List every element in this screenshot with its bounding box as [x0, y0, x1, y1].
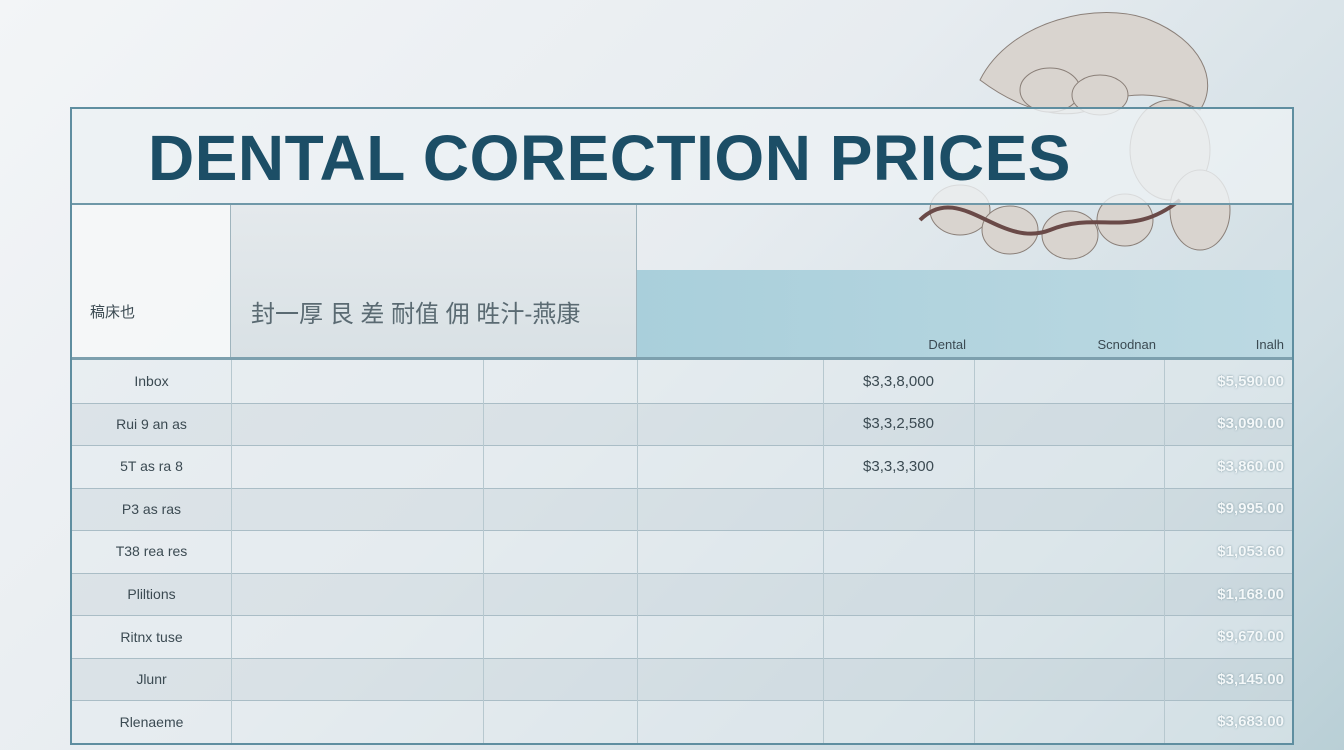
head-label-cell: 稿床也	[72, 205, 231, 357]
head-divider	[72, 357, 1292, 360]
column-line	[637, 360, 638, 743]
price-right: $3,683.00	[1217, 713, 1284, 731]
column-line	[483, 360, 484, 743]
price-right: $1,053.60	[1217, 542, 1284, 560]
price-right: $3,090.00	[1217, 415, 1284, 433]
table-row	[72, 700, 1292, 743]
price-mid: $3,3,2,580	[863, 415, 934, 433]
row-label: Jlunr	[136, 671, 167, 688]
price-right: $9,995.00	[1217, 500, 1284, 518]
column-line	[823, 360, 824, 743]
table-row	[72, 402, 1292, 446]
row-label: Ritnx tuse	[120, 628, 183, 645]
row-label: Pliltions	[127, 586, 176, 603]
column-line	[1164, 360, 1165, 743]
column-header: Inalh	[1255, 336, 1284, 352]
price-right: $3,860.00	[1217, 457, 1284, 475]
column-header: Scnodnan	[1097, 336, 1156, 352]
price-mid: $3,3,8,000	[863, 372, 934, 390]
table-row	[72, 657, 1292, 701]
price-table: DENTAL CORECTION PRICES 稿床也 封一厚 艮 差 耐值 佣 …	[70, 107, 1294, 745]
head-band	[637, 270, 1292, 357]
title: DENTAL CORECTION PRICES	[148, 122, 1071, 194]
price-right: $1,168.00	[1217, 585, 1284, 603]
row-label: Rui 9 an as	[116, 415, 187, 432]
row-label: Inbox	[134, 373, 169, 390]
table-row	[72, 530, 1292, 573]
price-right: $9,670.00	[1217, 628, 1284, 646]
table-row	[72, 445, 1292, 488]
price-right: $3,145.00	[1217, 670, 1284, 688]
row-label: Rlenaeme	[119, 713, 184, 730]
price-mid: $3,3,3,300	[863, 457, 934, 475]
row-label: P3 as ras	[121, 500, 182, 517]
row-label: 5T as ra 8	[120, 458, 183, 475]
column-line	[231, 360, 232, 743]
table-row	[72, 360, 1292, 403]
head-group-cell: 封一厚 艮 差 耐值 佣 甠汁-燕康	[231, 205, 637, 357]
row-label: T38 rea res	[115, 543, 188, 560]
title-bar: DENTAL CORECTION PRICES	[72, 109, 1292, 205]
table-row	[72, 615, 1292, 658]
column-line	[974, 360, 975, 743]
table-row	[72, 572, 1292, 616]
column-header: Dental	[928, 336, 966, 352]
table-row	[72, 487, 1292, 531]
price-right: $5,590.00	[1217, 372, 1284, 390]
